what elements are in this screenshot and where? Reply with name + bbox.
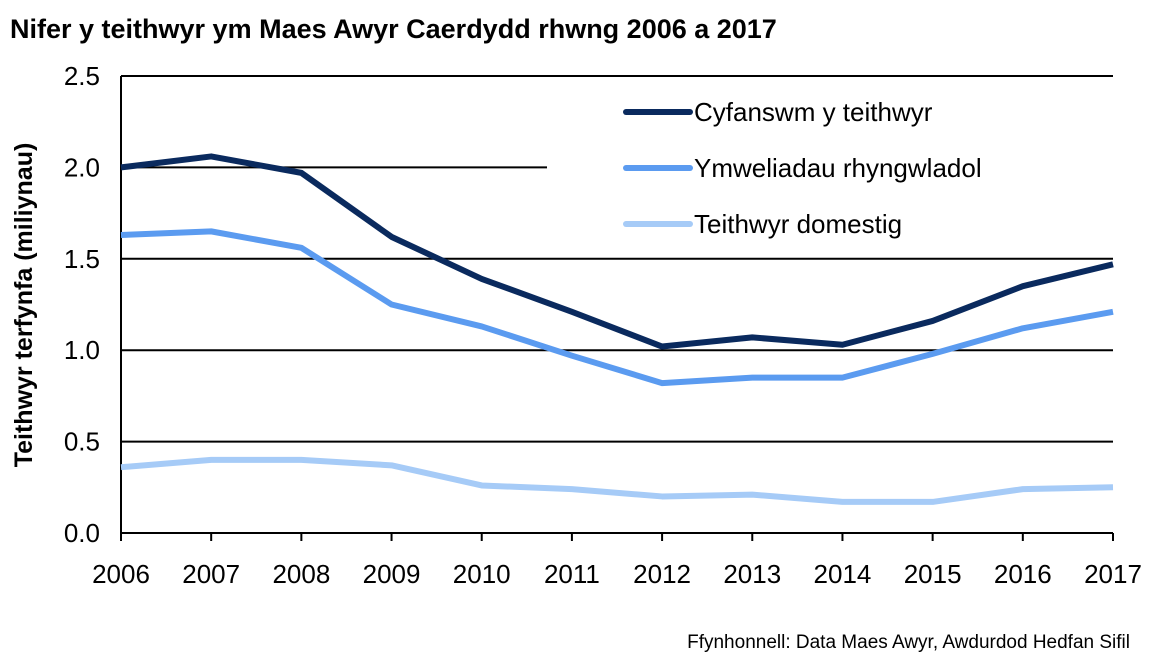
x-tick-label: 2011: [544, 559, 600, 589]
x-tick-label: 2007: [182, 559, 240, 589]
legend-label: Teithwyr domestig: [694, 209, 902, 239]
series-line: [120, 456, 1114, 505]
x-tick-label: 2017: [1084, 559, 1142, 589]
x-tick-label: 2013: [723, 559, 781, 589]
gridlines: [120, 75, 1113, 534]
y-tick-label: 2.5: [64, 61, 100, 91]
x-tick-label: 2015: [904, 559, 962, 589]
y-axis-label: Teithwyr terfynfa (miliynau): [10, 143, 38, 468]
x-tick-label: 2014: [814, 559, 872, 589]
x-tick-label: 2010: [453, 559, 511, 589]
legend-label: Cyfanswm y teithwyr: [694, 97, 933, 127]
x-tick-label: 2012: [633, 559, 691, 589]
series-line: [120, 228, 1114, 387]
x-tick-label: 2006: [92, 559, 150, 589]
y-tick-label: 0.0: [64, 518, 100, 548]
x-tick-label: 2009: [363, 559, 421, 589]
chart-title: Nifer y teithwyr ym Maes Awyr Caerdydd r…: [10, 14, 777, 44]
x-axis-ticks: 2006 2007 2008 2009 2010 2011 2012 2013 2014 2015…: [92, 533, 1142, 589]
y-tick-label: 1.5: [64, 244, 100, 274]
series-lines: [120, 153, 1114, 505]
y-axis-ticks: 0.0 0.5 1.0 1.5 2.0 2.5: [64, 61, 100, 548]
y-tick-label: 0.5: [64, 427, 100, 457]
legend: Cyfanswm y teithwyr Ymweliadau rhyngwlado…: [623, 97, 982, 239]
y-tick-label: 2.0: [64, 152, 100, 182]
source-note: Ffynhonnell: Data Maes Awyr, Awdurdod He…: [687, 632, 1130, 653]
series-line: [120, 153, 1114, 350]
y-tick-label: 1.0: [64, 335, 100, 365]
x-tick-label: 2016: [994, 559, 1052, 589]
legend-label: Ymweliadau rhyngwladol: [694, 153, 982, 183]
x-tick-label: 2008: [272, 559, 330, 589]
